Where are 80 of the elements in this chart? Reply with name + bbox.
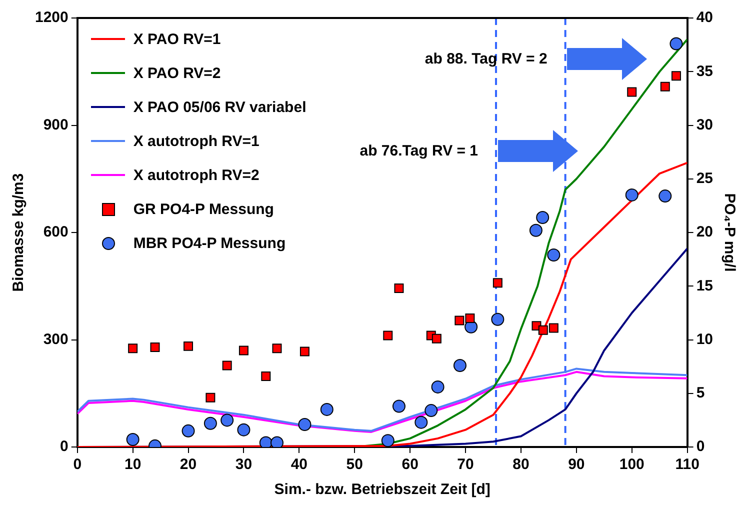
- x-tick-label: 80: [512, 456, 530, 474]
- point: [222, 360, 232, 370]
- point: [627, 87, 637, 97]
- point: [670, 37, 683, 50]
- y2-tick-label: 25: [696, 170, 714, 188]
- point: [492, 278, 502, 288]
- point: [394, 284, 404, 294]
- point: [238, 346, 248, 356]
- point: [658, 190, 672, 203]
- legend-label: X autotroph RV=1: [133, 132, 260, 150]
- point: [381, 434, 394, 447]
- point: [414, 416, 428, 429]
- point: [392, 400, 406, 413]
- point: [259, 436, 272, 447]
- point: [454, 316, 464, 326]
- point: [538, 325, 548, 335]
- y2-tick-label: 15: [696, 277, 714, 294]
- point: [206, 392, 216, 402]
- point: [660, 82, 670, 92]
- x-tick-label: 90: [568, 456, 585, 474]
- x-tick-label: 70: [457, 456, 474, 474]
- y-axis-title: Biomasse kg/m3: [10, 173, 28, 292]
- annotation: ab 76.Tag RV = 1: [360, 142, 478, 160]
- point: [431, 380, 444, 394]
- x-tick-label: 60: [402, 456, 418, 474]
- y-tick-label: 1200: [34, 9, 68, 26]
- y-tick-label: 900: [43, 116, 68, 134]
- point: [220, 414, 234, 427]
- x-tick-label: 40: [290, 456, 308, 474]
- x-tick-label: 100: [619, 456, 644, 474]
- point: [261, 371, 271, 381]
- y2-tick-label: 30: [696, 116, 714, 134]
- point: [424, 404, 438, 418]
- point: [491, 312, 504, 326]
- y2-tick-label: 35: [696, 62, 714, 80]
- y2-tick-label: 40: [696, 9, 714, 26]
- point: [184, 341, 194, 351]
- x-tick-label: 0: [73, 456, 82, 474]
- point: [300, 346, 310, 356]
- legend-label: X PAO RV=2: [133, 64, 221, 82]
- y2-tick-label: 5: [696, 384, 705, 402]
- point: [453, 358, 466, 372]
- point: [432, 334, 442, 344]
- point: [320, 402, 334, 416]
- x-axis-title: Sim.- bzw. Betriebszeit Zeit [d]: [274, 481, 490, 498]
- x-tick-label: 10: [124, 456, 142, 474]
- x-tick-label: 110: [675, 456, 700, 474]
- point: [272, 344, 282, 354]
- point: [128, 344, 138, 354]
- point: [465, 314, 475, 324]
- point: [536, 210, 550, 224]
- point: [383, 330, 393, 340]
- point: [625, 188, 638, 202]
- y-tick-label: 0: [60, 438, 68, 456]
- point: [237, 423, 250, 436]
- point: [547, 248, 560, 262]
- point: [548, 323, 558, 333]
- point: [671, 71, 681, 81]
- y2-tick-label: 20: [696, 224, 714, 241]
- point: [204, 416, 217, 430]
- point: [182, 424, 195, 438]
- legend-label: X autotroph RV=2: [133, 166, 260, 184]
- x-tick-label: 20: [180, 456, 197, 474]
- x-tick-label: 30: [235, 456, 252, 474]
- point: [529, 224, 542, 237]
- y-tick-label: 600: [43, 224, 68, 241]
- y2-tick-label: 0: [696, 438, 705, 456]
- point: [150, 342, 160, 352]
- point: [126, 432, 140, 446]
- y-tick-label: 300: [43, 330, 68, 348]
- x-tick-label: 50: [346, 456, 363, 474]
- point: [270, 436, 284, 447]
- legend-label: MBR PO4-P Messung: [133, 234, 286, 252]
- legend-label: GR PO4-P Messung: [133, 200, 274, 218]
- y2-axis-title: PO₄-P mg/l: [720, 193, 738, 272]
- legend-label: X PAO 05/06 RV variabel: [133, 98, 306, 116]
- y2-tick-label: 10: [696, 330, 714, 348]
- legend-label: X PAO RV=1: [133, 30, 221, 48]
- annotation: ab 88. Tag RV = 2: [424, 50, 548, 68]
- point: [298, 418, 312, 431]
